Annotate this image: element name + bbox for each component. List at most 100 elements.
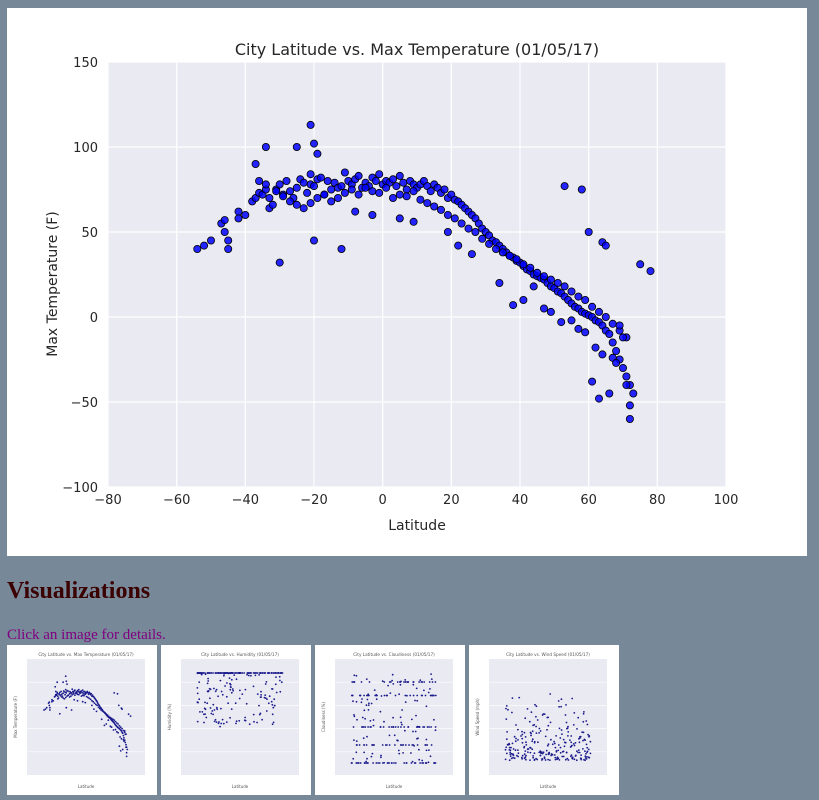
thumbnail-point bbox=[97, 706, 100, 709]
thumbnail-point bbox=[121, 748, 124, 751]
thumbnail-point bbox=[504, 758, 507, 761]
thumbnail-point bbox=[402, 752, 404, 754]
thumbnail-point bbox=[265, 681, 268, 683]
thumbnail-point bbox=[416, 694, 419, 697]
thumbnail-point bbox=[382, 726, 385, 728]
thumbnail-point bbox=[261, 672, 264, 674]
thumbnail-point bbox=[75, 692, 78, 695]
data-point bbox=[402, 192, 411, 201]
thumbnail-point bbox=[274, 683, 277, 686]
thumbnail-point bbox=[51, 700, 53, 703]
thumbnail-wind-speed[interactable]: City Latitude vs. Wind Speed (01/05/17) L… bbox=[469, 645, 619, 795]
thumbnail-point bbox=[583, 758, 585, 761]
data-point bbox=[454, 241, 463, 250]
thumbnail-point bbox=[196, 720, 199, 723]
thumbnail-point bbox=[391, 673, 394, 676]
thumbnail-point bbox=[572, 724, 575, 726]
thumbnail-point bbox=[434, 694, 437, 697]
thumbnail-point bbox=[80, 695, 83, 697]
thumbnail-point bbox=[64, 688, 67, 691]
tick-labels: −80 −60 −40 −20 0 20 40 60 80 100 −100 −50 0 50 100 150 bbox=[62, 56, 738, 508]
thumbnail-point bbox=[244, 688, 247, 691]
thumbnail-point bbox=[272, 672, 275, 674]
thumbnail-point bbox=[505, 718, 508, 720]
thumbnail-point bbox=[589, 740, 592, 743]
thumbnail-point bbox=[515, 724, 517, 726]
thumbnail-cloudiness[interactable]: City Latitude vs. Cloudiness (01/05/17) L… bbox=[315, 645, 465, 795]
thumbnail-point bbox=[96, 700, 98, 703]
data-point bbox=[337, 244, 346, 253]
data-point bbox=[234, 207, 243, 216]
thumbnail-point bbox=[258, 672, 261, 674]
thumbnail-point bbox=[418, 726, 420, 728]
thumbnail-point bbox=[541, 758, 543, 760]
thumbnail-point bbox=[426, 726, 429, 728]
thumbnail-point bbox=[535, 732, 538, 734]
thumbnail-point bbox=[220, 722, 223, 725]
thumbnail-point bbox=[108, 715, 110, 718]
data-point bbox=[200, 241, 209, 250]
thumbnail-point bbox=[230, 678, 233, 681]
thumbnail-point bbox=[359, 762, 362, 764]
thumbnail-point bbox=[573, 712, 576, 714]
thumbnail-point bbox=[404, 681, 407, 683]
thumbnail-point bbox=[511, 742, 514, 745]
thumbnail-point bbox=[508, 746, 511, 749]
thumbnail-point bbox=[56, 681, 59, 684]
data-point bbox=[275, 180, 284, 189]
thumbnail-point bbox=[129, 715, 132, 717]
thumbnail-point bbox=[567, 725, 569, 728]
thumbnail-point bbox=[252, 672, 255, 674]
thumbnail-point bbox=[100, 709, 102, 711]
thumbnail-point bbox=[372, 719, 375, 721]
thumbnail-humidity[interactable]: City Latitude vs. Humidity (01/05/17) Lat… bbox=[161, 645, 311, 795]
thumbnail-point bbox=[586, 756, 588, 758]
thumbnail-point bbox=[369, 726, 372, 728]
thumbnail-point bbox=[562, 750, 565, 753]
thumbnail-point bbox=[93, 708, 95, 710]
thumbnail-point bbox=[430, 744, 433, 746]
thumbnail-point bbox=[426, 744, 429, 746]
thumbnail-point bbox=[221, 672, 224, 674]
thumbnail-point bbox=[543, 713, 546, 715]
thumbnail-point bbox=[350, 762, 353, 764]
thumbnail-point bbox=[91, 699, 93, 702]
thumbnail-point bbox=[523, 745, 526, 748]
thumbnail-point bbox=[102, 711, 105, 713]
thumbnail-point bbox=[404, 679, 407, 681]
thumbnail-point bbox=[124, 741, 127, 744]
thumbnail-point bbox=[554, 746, 557, 749]
thumbnail-chart: City Latitude vs. Wind Speed (01/05/17) L… bbox=[475, 652, 607, 789]
data-point bbox=[299, 204, 308, 213]
thumbnail-point bbox=[572, 743, 575, 745]
data-point bbox=[265, 193, 274, 202]
thumbnail-point bbox=[550, 754, 552, 757]
thumbnail-point bbox=[216, 708, 219, 711]
thumbnail-point bbox=[272, 721, 275, 724]
thumbnail-point bbox=[419, 679, 422, 682]
thumbnail-point bbox=[387, 684, 389, 687]
thumbnail-point bbox=[536, 719, 539, 721]
data-point bbox=[612, 358, 621, 367]
data-point bbox=[519, 260, 528, 269]
thumbnail-point bbox=[577, 716, 580, 719]
thumbnail-point bbox=[106, 714, 109, 716]
thumbnail-point bbox=[403, 726, 406, 728]
y-tick-label: 50 bbox=[81, 226, 98, 241]
thumbnail-point bbox=[414, 730, 417, 733]
thumbnail-point bbox=[559, 737, 562, 739]
thumbnail-point bbox=[44, 708, 47, 710]
thumbnail-point bbox=[229, 688, 232, 691]
thumbnail-point bbox=[246, 673, 248, 676]
thumbnail-point bbox=[213, 709, 216, 711]
data-point bbox=[560, 182, 569, 191]
thumbnail-point bbox=[574, 742, 577, 744]
data-point bbox=[612, 346, 621, 355]
thumbnail-point bbox=[212, 672, 214, 674]
thumbnail-point bbox=[362, 726, 365, 728]
thumbnail-point bbox=[587, 756, 590, 759]
thumbnail-point bbox=[225, 695, 228, 698]
thumbnail-point bbox=[538, 751, 541, 754]
thumbnail-point bbox=[365, 678, 368, 680]
thumbnail-temperature[interactable]: City Latitude vs. Max Temperature (01/05… bbox=[7, 645, 157, 795]
